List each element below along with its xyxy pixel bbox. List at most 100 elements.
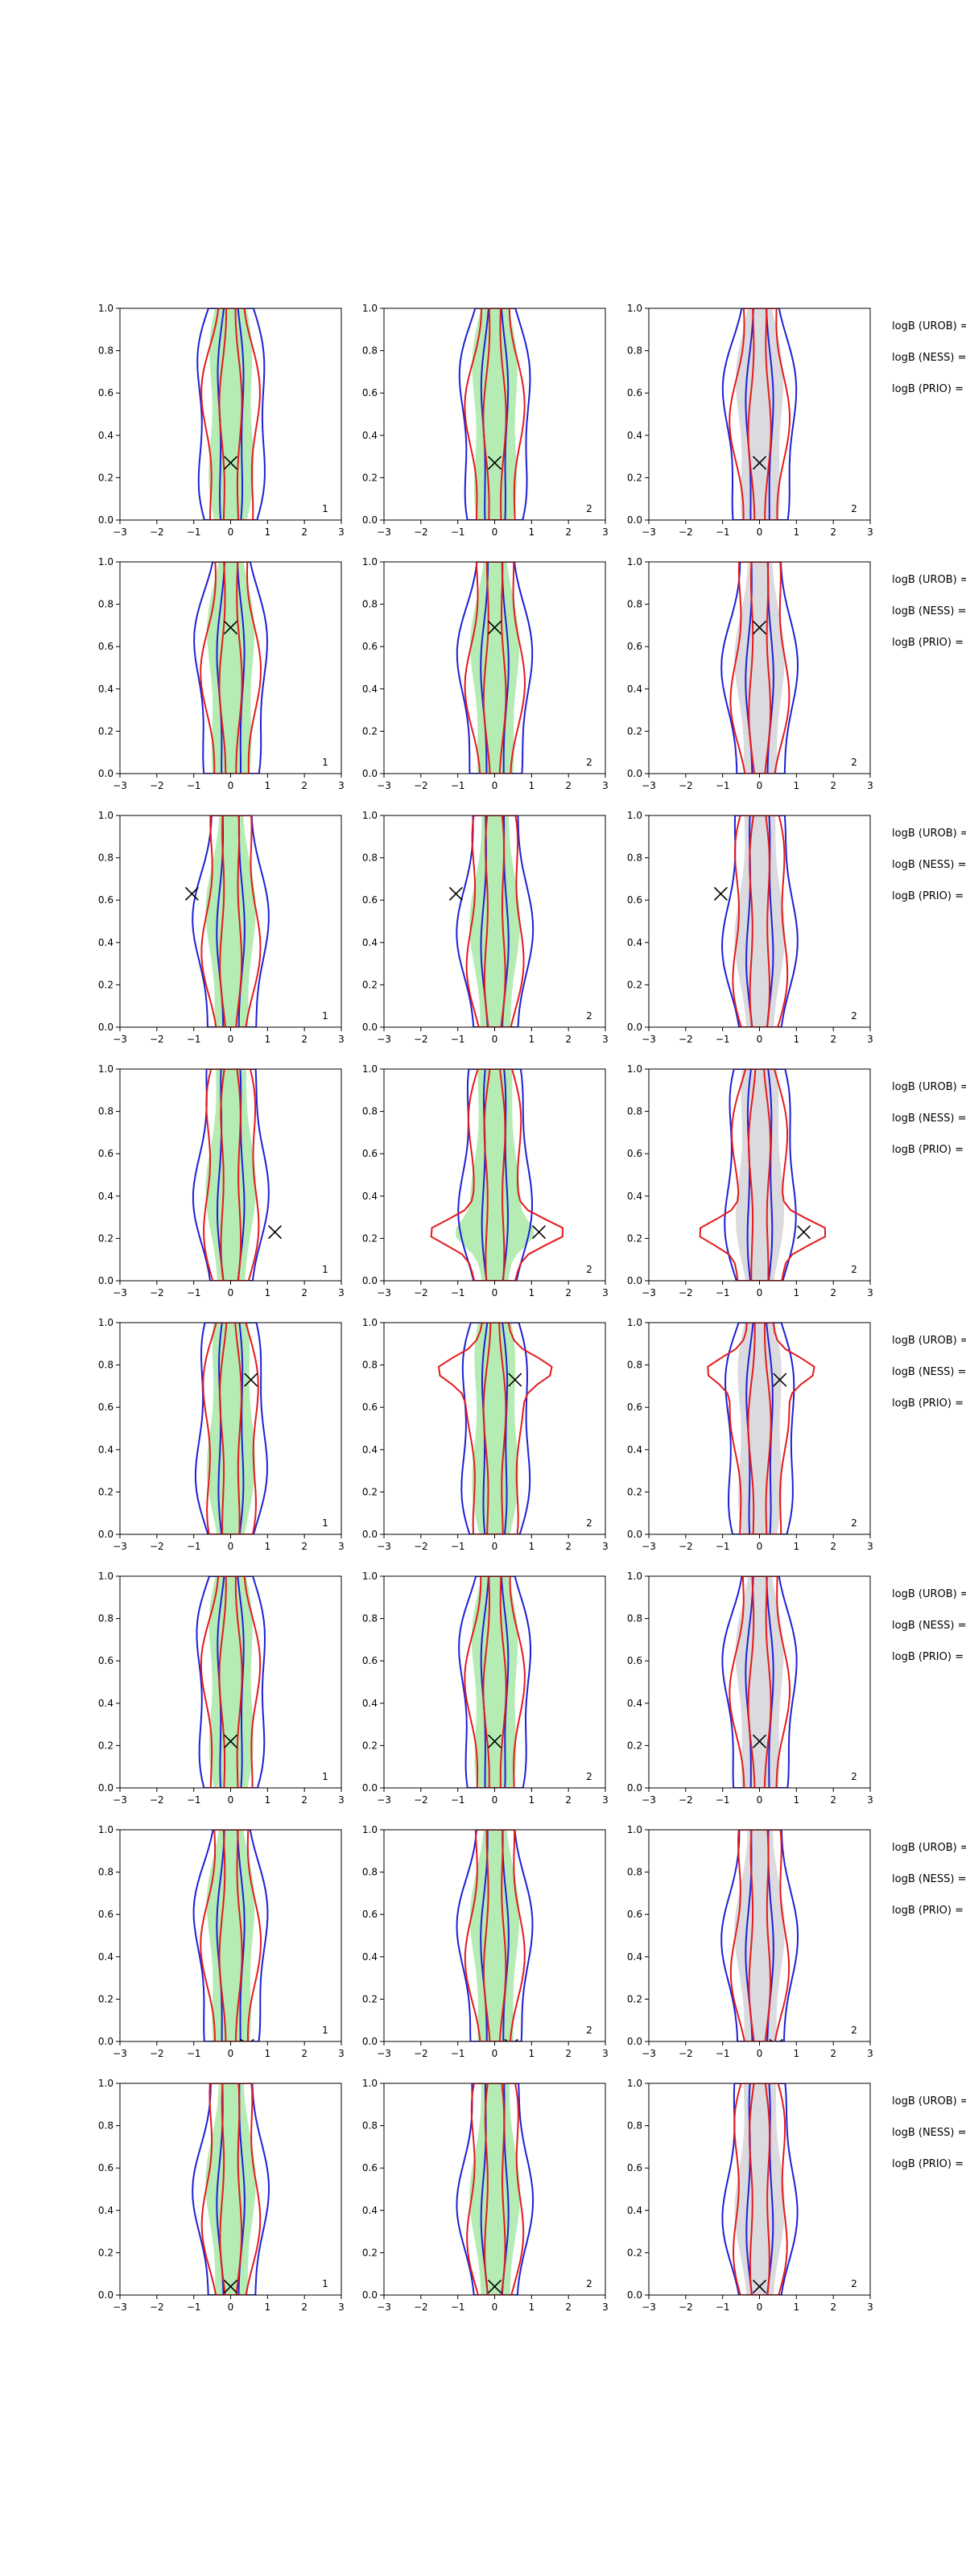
x-tick-label: 1 [265,780,271,791]
y-tick-label: 0.8 [362,599,378,610]
contour-red-outer [200,308,261,520]
y-tick-label: 0.0 [627,514,642,526]
density-fill [736,1069,784,1281]
x-tick-label: 1 [529,526,535,538]
row-note: logB (NESS) = [892,352,966,364]
contour-blue-outer [456,562,534,774]
contour-red-outer [200,1576,262,1788]
x-tick-label: 2 [830,780,836,791]
x-tick-label: −1 [187,1287,201,1298]
row-notes-5: logB (UROB) = logB (NESS) = logB (PRIO) = [892,1335,966,1410]
contour-red-outer [200,815,262,1027]
x-tick-label: 3 [338,1034,345,1045]
x-tick-label: −1 [716,1287,730,1298]
y-tick-label: 0.4 [362,937,378,948]
x-tick-label: −1 [451,1541,465,1552]
panel-r4-c1: −3 −2 −1 0 1 2 3 0.0 0.2 0.4 0.6 0.8 1.0 1 [98,1063,345,1298]
x-tick-label: 0 [492,2048,498,2059]
contour-blue-outer [720,815,799,1027]
contour-red-inner [484,2083,506,2295]
y-tick-label: 0.2 [362,2247,378,2258]
panel-corner-label: 1 [322,1517,328,1529]
contour-red-outer [465,815,525,1027]
y-tick-label: 0.4 [98,1698,114,1709]
x-tick-label: 3 [602,1034,609,1045]
y-tick-label: 0.8 [98,2120,114,2132]
y-tick-label: 0.8 [627,2120,642,2132]
y-tick-label: 0.0 [627,768,642,779]
x-tick-label: 3 [338,1287,345,1298]
panel-r5-c3: −3 −2 −1 0 1 2 3 0.0 0.2 0.4 0.6 0.8 1.0 2 [627,1317,873,1552]
contour-red-outer [464,308,526,520]
contour-red-outer [464,1576,526,1788]
row-note: logB (UROB) = [892,1335,966,1347]
panel-r8-c3: −3 −2 −1 0 1 2 3 0.0 0.2 0.4 0.6 0.8 1.0 2 [627,2078,873,2313]
y-tick-label: 0.4 [98,430,114,441]
row-notes-3: logB (UROB) = logB (NESS) = logB (PRIO) = [892,828,966,902]
y-tick-label: 0.2 [362,1232,378,1244]
contour-blue-inner [216,2083,246,2295]
y-tick-label: 0.2 [627,472,642,483]
y-tick-label: 0.8 [627,852,642,864]
y-tick-label: 0.6 [362,387,378,398]
row-note: logB (UROB) = [892,1588,966,1600]
truth-marker [752,620,767,635]
contour-red-inner [482,1576,507,1788]
x-tick-label: −1 [716,1541,730,1552]
panel-corner-label: 2 [586,2278,592,2289]
x-tick-label: −2 [414,2301,428,2313]
panel-corner-label: 1 [322,757,328,768]
x-tick-label: −2 [150,526,164,538]
x-tick-label: −2 [679,1794,693,1806]
row-note: logB (NESS) = [892,2127,966,2139]
panel-corner-label: 2 [851,1771,857,1782]
y-tick-label: 0.8 [98,1360,114,1371]
x-tick-label: 2 [301,780,308,791]
row-note: logB (UROB) = [892,1842,966,1854]
x-tick-label: −3 [113,526,127,538]
y-tick-label: 0.8 [98,1867,114,1878]
panel-r4-c2: −3 −2 −1 0 1 2 3 0.0 0.2 0.4 0.6 0.8 1.0 2 [362,1063,609,1298]
y-tick-label: 0.4 [627,1951,642,1963]
contour-blue-outer [192,815,270,1027]
y-tick-label: 1.0 [362,1824,378,1835]
panel-r7-c3: −3 −2 −1 0 1 2 3 0.0 0.2 0.4 0.6 0.8 1.0 2 [627,1824,873,2059]
x-tick-label: −2 [414,1541,428,1552]
x-tick-label: 3 [338,526,345,538]
x-tick-label: 3 [867,1541,873,1552]
truth-marker [448,886,463,901]
panel-r1-c3: −3 −2 −1 0 1 2 3 0.0 0.2 0.4 0.6 0.8 1.0 2 [627,303,873,538]
x-tick-label: −2 [679,1034,693,1045]
x-tick-label: −2 [150,1287,164,1298]
panel-r6-c1: −3 −2 −1 0 1 2 3 0.0 0.2 0.4 0.6 0.8 1.0 1 [98,1571,345,1806]
x-tick-label: −1 [187,526,201,538]
x-tick-label: 2 [301,2048,308,2059]
x-tick-label: 0 [228,526,234,538]
y-tick-label: 0.2 [98,1232,114,1244]
x-tick-label: 0 [228,780,234,791]
row-note: logB (NESS) = [892,1873,966,1885]
x-tick-label: 1 [529,1541,535,1552]
contour-red-outer [464,562,526,774]
x-tick-label: 2 [565,1541,572,1552]
x-tick-label: 1 [529,2301,535,2313]
contour-red-inner [220,1069,242,1281]
x-tick-label: −1 [451,780,465,791]
panel-corner-label: 2 [586,503,592,514]
x-tick-label: −3 [642,1541,656,1552]
x-tick-label: −2 [679,526,693,538]
row-note: logB (NESS) = [892,859,966,871]
x-tick-label: 0 [757,1541,763,1552]
y-tick-label: 0.2 [98,1486,114,1497]
x-tick-label: 1 [265,1034,271,1045]
y-tick-label: 0.2 [627,725,642,737]
contour-blue-inner [480,308,510,520]
x-tick-label: 3 [338,2301,345,2313]
x-tick-label: 1 [794,1794,800,1806]
y-tick-label: 0.2 [627,2247,642,2258]
row-note: logB (UROB) = [892,1081,966,1093]
truth-marker [752,2279,767,2294]
y-tick-label: 0.0 [627,2036,642,2047]
contour-red-outer [464,1830,526,2041]
